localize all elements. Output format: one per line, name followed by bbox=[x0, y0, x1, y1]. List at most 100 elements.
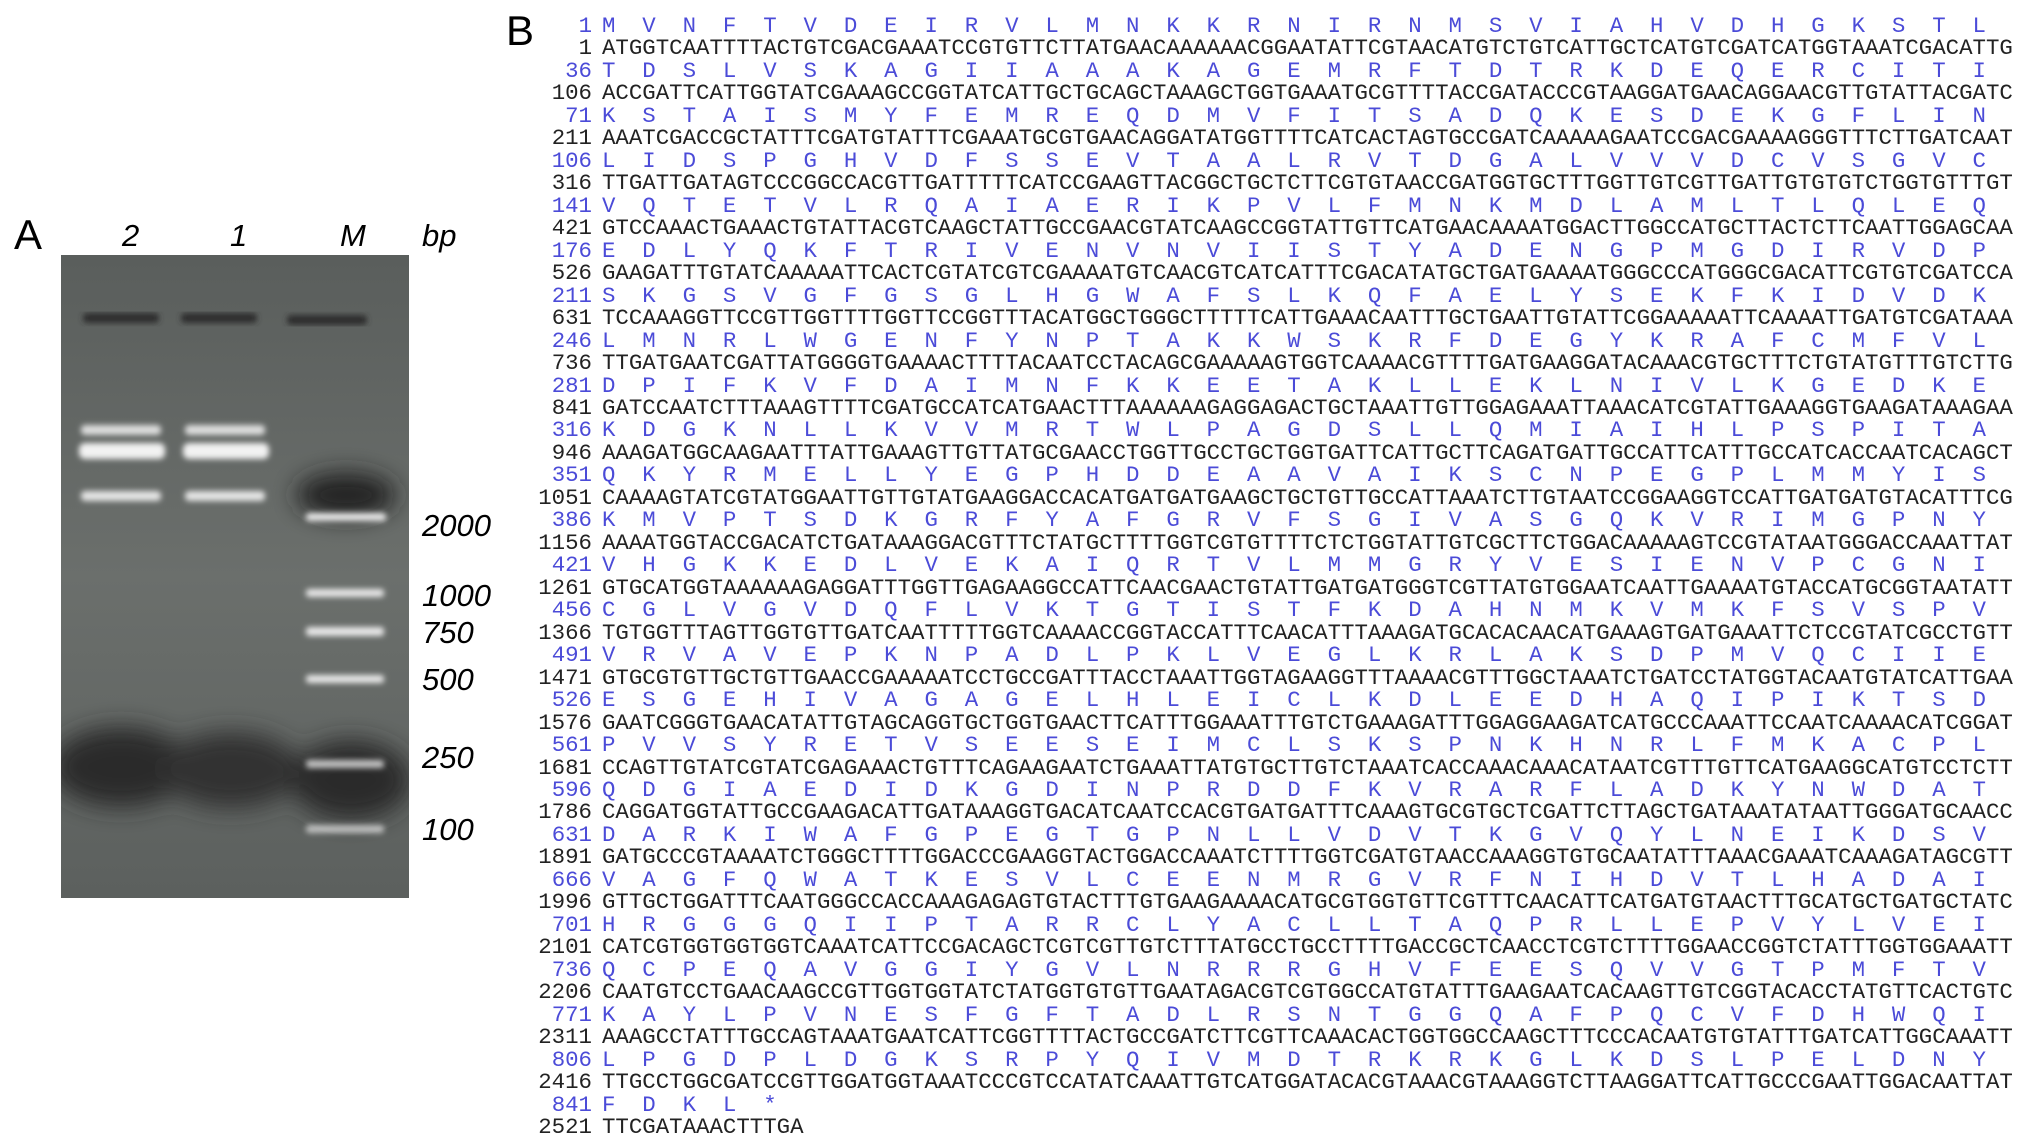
dna-sequence: GATGCCCGTAAAATCTGGGCTTTTGGACCCGAAGGTACTG… bbox=[602, 844, 2013, 871]
nt-position: 2521 bbox=[538, 1114, 592, 1141]
nt-position: 2101 bbox=[538, 934, 592, 961]
protein-sequence: KDGKNLLKVVMRTWLPAGDSLLQMIAIHLPSPITA bbox=[602, 417, 2013, 444]
panel-label: B bbox=[506, 7, 535, 54]
protein-sequence: HRGGGQIIPTARRCLYACLLTAQPRLLEPVYLVEI bbox=[602, 911, 2013, 938]
dna-sequence: GAAGATTTGTATCAAAAATTCACTCGTATCGTCGAAAATG… bbox=[602, 260, 2013, 287]
lane-label: 1 bbox=[230, 218, 248, 253]
nt-position: 1996 bbox=[538, 889, 592, 916]
protein-sequence: LPGDPLDGKSRPYQIVMDTRKRKGLKDSLPELDNY bbox=[602, 1046, 2013, 1073]
protein-sequence: LMNRLWGENFYNPTAKKWSKRFDEGYKRAFCMFVL bbox=[602, 327, 2013, 354]
aa-position: 176 bbox=[551, 237, 592, 264]
dna-sequence: GAATCGGGTGAACATATTGTAGCAGGTGCTGGTGAACTTC… bbox=[602, 709, 2013, 736]
protein-sequence: QDGIAEDIDKGDINPRDDFKVRARFLADKYNWDAT bbox=[602, 776, 2013, 803]
lane-label: M bbox=[340, 218, 366, 253]
aa-position: 456 bbox=[551, 597, 592, 624]
protein-sequence: SKGSVGFGSGLHGWAFSLKQFAELYSEKFKIDVDK bbox=[602, 282, 2013, 309]
protein-sequence: MVNFTVDEIRVLMNKKRNIRNMSVIAHVDHGKSTL bbox=[602, 13, 2013, 39]
aa-position: 736 bbox=[551, 956, 592, 983]
dna-sequence: CATCGTGGTGGTGGTCAAATCATTCCGACAGCTCGTCGTT… bbox=[602, 934, 2013, 961]
marker-label: 100 bbox=[422, 812, 474, 847]
dna-sequence: TCCAAAGGTTCCGTTGGTTTTGGTTCCGGTTTACATGGCT… bbox=[602, 305, 2013, 332]
dna-sequence: GTGCATGGTAAAAAAGAGGATTTGGTTGAGAAGGCCATTC… bbox=[602, 574, 2013, 601]
aa-position: 561 bbox=[551, 732, 592, 759]
protein-sequence: DARKIWAFGPEGTGPNLLVDVTKGVQYLNEIKDSV bbox=[602, 821, 2013, 848]
nt-position: 1891 bbox=[538, 844, 592, 871]
protein-sequence: KAYLPVNESFGFTADLRSNTGGQAFPQCVFDHWQI bbox=[602, 1001, 2013, 1028]
marker-label: 1000 bbox=[422, 578, 491, 613]
aa-position: 1 bbox=[578, 13, 592, 39]
dna-sequence: AAAGATGGCAAGAATTTATTGAAAGTTGTTATGCGAACCT… bbox=[602, 439, 2013, 466]
unit-label: bp bbox=[422, 218, 457, 253]
nt-position: 106 bbox=[551, 80, 592, 107]
protein-sequence: VRVAVEPKNPADLPKLVEGLKRLAKSDPMVQCIIE bbox=[602, 642, 2013, 669]
dna-sequence: TTGATTGATAGTCCCGGCCACGTTGATTTTTCATCCGAAG… bbox=[602, 170, 2013, 197]
dna-sequence: ACCGATTCATTGGTATCGAAAGCCGGTATCATTGCTGCAG… bbox=[602, 80, 2013, 107]
nt-position: 1 bbox=[578, 35, 592, 62]
nt-position: 1576 bbox=[538, 709, 592, 736]
aa-position: 36 bbox=[565, 57, 592, 84]
dna-sequence: ATGGTCAATTTTACTGTCGACGAAATCCGTGTTCTTATGA… bbox=[602, 35, 2013, 62]
sample-bands bbox=[79, 425, 269, 501]
dna-sequence: TGTGGTTTAGTTGGTGTTGATCAATTTTTGGTCAAAACCG… bbox=[602, 619, 2013, 646]
marker-label: 2000 bbox=[422, 508, 491, 543]
aa-position: 386 bbox=[551, 507, 592, 534]
gel-image bbox=[61, 255, 409, 898]
nt-position: 1471 bbox=[538, 664, 592, 691]
nt-position: 841 bbox=[551, 394, 592, 421]
marker-label: 500 bbox=[422, 662, 474, 697]
protein-sequence: LIDSPGHVDFSSEVTAALRVTDGALVVVDCVSGVC bbox=[602, 147, 2013, 174]
dna-sequence: GATCCAATCTTTAAAGTTTTCGATGCCATCATGAACTTTA… bbox=[602, 394, 2013, 421]
nt-position: 211 bbox=[551, 125, 592, 152]
nt-position: 736 bbox=[551, 350, 592, 377]
protein-sequence: CGLVGVDQFLVKTGTISTFKDAHNMKVMKFSVSPV bbox=[602, 597, 2013, 624]
protein-sequence: KMVPTSDKGRFYAFGRVFSGIVASGQKVRIMGPNY bbox=[602, 507, 2013, 534]
protein-sequence: VHGKKEDLVEKAIQRTVLMMGRYVESIENVPCGNI bbox=[602, 552, 2013, 579]
aa-position: 841 bbox=[551, 1091, 592, 1118]
dna-sequence: AAAGCCTATTTGCCAGTAAATGAATCATTCGGTTTTACTG… bbox=[602, 1024, 2013, 1051]
protein-sequence: PVVSYRETVSEESEIMCLSKSPNKHNRLFMKACPL bbox=[602, 732, 2013, 759]
dna-sequence: TTGATGAATCGATTATGGGGTGAAAACTTTTACAATCCTA… bbox=[602, 350, 2013, 377]
protein-sequence: DPIFKVFDAIMNFKKEETAKLLEKLNIVLKGEDKE bbox=[602, 372, 2013, 399]
aa-position: 281 bbox=[551, 372, 592, 399]
aa-position: 211 bbox=[551, 282, 592, 309]
nt-position: 1156 bbox=[538, 529, 592, 556]
aa-position: 71 bbox=[565, 102, 592, 129]
nt-position: 2311 bbox=[538, 1024, 592, 1051]
marker-label: 250 bbox=[422, 740, 474, 775]
dna-sequence: CCAGTTGTATCGTATCGAGAAACTGTTTCAGAAGAATCTG… bbox=[602, 754, 2013, 781]
marker-label: 750 bbox=[422, 615, 474, 650]
protein-sequence: TDSLVSKAGIIAAAKAGEMRFTDTRKDEQERCITI bbox=[602, 57, 2013, 84]
protein-sequence: QKYRMELLYEGPHDDEAAVAIKSCNPEGPLMMYIS bbox=[602, 462, 2013, 489]
nt-position: 2416 bbox=[538, 1069, 592, 1096]
aa-position: 771 bbox=[551, 1001, 592, 1028]
dna-sequence: CAATGTCCTGAACAAGCCGTTGGTGGTATCTATGGTGTGT… bbox=[602, 979, 2013, 1006]
aa-position: 701 bbox=[551, 911, 592, 938]
nt-position: 631 bbox=[551, 305, 592, 332]
smear bbox=[61, 473, 409, 820]
protein-sequence: QCPEQAVGGIYGVLNRRRGHVFEESQVVGTPMFTV bbox=[602, 956, 2013, 983]
dna-sequence: AAATCGACCGCTATTTCGATGTATTTCGAAATGCGTGAAC… bbox=[602, 125, 2013, 152]
aa-position: 351 bbox=[551, 462, 592, 489]
protein-sequence: VAGFQWATKESVLCEENMRGVRFNIHDVTLHADAI bbox=[602, 866, 2013, 893]
aa-position: 106 bbox=[551, 147, 592, 174]
aa-position: 666 bbox=[551, 866, 592, 893]
aa-position: 631 bbox=[551, 821, 592, 848]
nt-position: 316 bbox=[551, 170, 592, 197]
dna-sequence: TTGCCTGGCGATCCGTTGGATGGTAAATCCCGTCCATATC… bbox=[602, 1069, 2013, 1096]
dna-sequence: GTTGCTGGATTTCAATGGGCCACCAAAGAGAGTGTACTTT… bbox=[602, 889, 2013, 916]
protein-sequence: ESGEHIVAGAGELHLEICLKDLEEDHAQIPIKTSD bbox=[602, 687, 2013, 714]
aa-position: 526 bbox=[551, 687, 592, 714]
marker-bands bbox=[306, 513, 386, 833]
dna-sequence: GTCCAAACTGAAACTGTATTACGTCAAGCTATTGCCGAAC… bbox=[602, 215, 2013, 242]
nt-position: 526 bbox=[551, 260, 592, 287]
dna-sequence: GTGCGTGTTGCTGTTGAACCGAAAAATCCTGCCGATTTAC… bbox=[602, 664, 2013, 691]
protein-sequence: KSTAISMYFEMREQDMVFITSADQKESDEKGFLIN bbox=[602, 102, 2013, 129]
panel-label: A bbox=[14, 211, 43, 258]
aa-position: 596 bbox=[551, 776, 592, 803]
nt-position: 2206 bbox=[538, 979, 592, 1006]
nt-position: 1261 bbox=[538, 574, 592, 601]
wells bbox=[83, 313, 367, 325]
aa-position: 806 bbox=[551, 1046, 592, 1073]
nt-position: 1786 bbox=[538, 799, 592, 826]
